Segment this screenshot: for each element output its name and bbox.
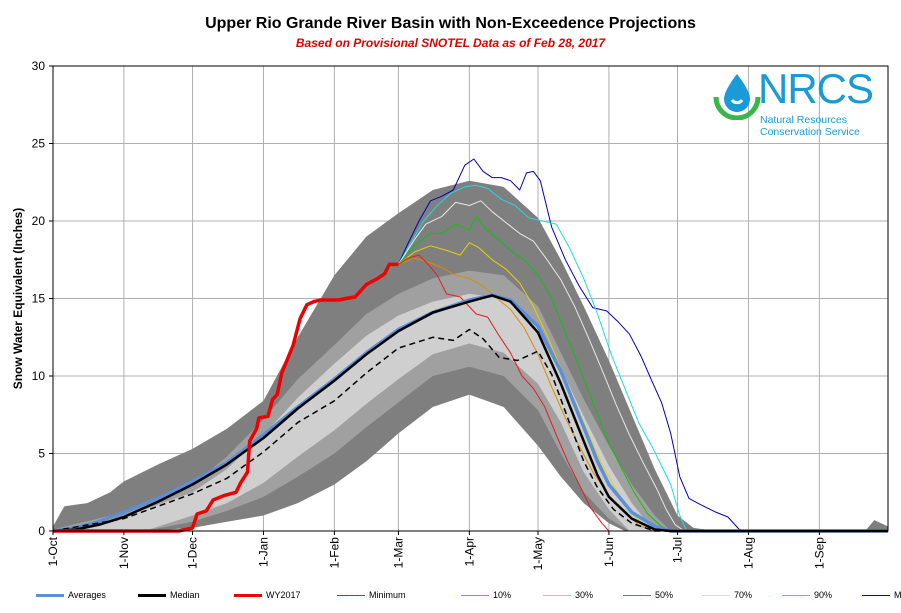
- series-line-median: [52, 294, 888, 533]
- y-axis-label: Snow Water Equivalent (Inches): [11, 208, 25, 390]
- x-tick-label: 1-Oct: [46, 536, 60, 566]
- logo-subtitle: Natural Resources Conservation Service: [760, 114, 860, 138]
- x-tick-label: 1-Sep: [812, 537, 826, 569]
- chart-legend: Averages Median WY2017 Minimum 10% 30% 50% 70% 9…: [36, 588, 901, 606]
- legend-swatch: [702, 594, 730, 596]
- legend-item: WY2017: [234, 590, 301, 600]
- x-tick-label: 1-Jan: [256, 537, 270, 567]
- legend-swatch: [138, 593, 166, 597]
- legend-label: 70%: [734, 590, 753, 600]
- x-tick-label: 1-Dec: [186, 537, 200, 569]
- y-tick-label: 20: [32, 214, 46, 228]
- legend-item: 10%: [461, 590, 511, 600]
- legend-label: Averages: [68, 590, 106, 600]
- legend-item: 50%: [623, 590, 673, 600]
- series-line-50-: [398, 215, 888, 532]
- logo-subtitle-line1: Natural Resources: [760, 114, 847, 126]
- series-line-minimum: [398, 254, 888, 532]
- legend-swatch: [862, 594, 890, 596]
- series-line-70-: [397, 200, 888, 532]
- series-line-wy2017-partial: [52, 328, 888, 532]
- legend-item: Median: [138, 590, 200, 600]
- legend-label: Minimum: [369, 590, 406, 600]
- y-tick-label: 15: [32, 292, 46, 306]
- legend-label: 50%: [655, 590, 674, 600]
- legend-swatch: [36, 593, 64, 597]
- series-line-wy2017: [53, 262, 399, 533]
- legend-swatch: [461, 594, 489, 596]
- x-tick-label: 1-May: [531, 537, 545, 570]
- series-line-maximum: [397, 158, 888, 532]
- y-tick-label: 25: [32, 137, 46, 151]
- logo-wordmark: NRCS: [758, 65, 874, 112]
- legend-label: 30%: [575, 590, 594, 600]
- legend-swatch: [543, 594, 571, 596]
- band-70-30-band: [53, 293, 888, 531]
- y-tick-label: 10: [32, 369, 46, 383]
- x-tick-label: 1-Jun: [602, 537, 616, 567]
- legend-swatch: [782, 594, 810, 596]
- logo-subtitle-line2: Conservation Service: [760, 126, 860, 138]
- legend-swatch: [623, 594, 651, 596]
- water-drop-icon: [713, 74, 761, 120]
- legend-item: 30%: [543, 590, 593, 600]
- legend-swatch: [337, 594, 365, 596]
- x-tick-label: 1-Apr: [462, 537, 476, 566]
- x-tick-label: 1-Jul: [671, 537, 685, 563]
- legend-swatch: [234, 593, 262, 597]
- legend-label: Maximum: [894, 590, 901, 600]
- legend-item: 70%: [702, 590, 752, 600]
- legend-label: WY2017: [266, 590, 301, 600]
- legend-item: Averages: [36, 590, 106, 600]
- x-tick-label: 1-Aug: [741, 537, 755, 569]
- legend-label: Median: [170, 590, 200, 600]
- series-line-90-: [397, 184, 888, 532]
- legend-item: 90%: [782, 590, 832, 600]
- y-tick-label: 30: [32, 59, 46, 73]
- x-tick-label: 1-Nov: [117, 537, 131, 569]
- legend-item: Maximum: [862, 590, 901, 600]
- y-tick-label: 5: [38, 447, 45, 461]
- legend-label: 10%: [493, 590, 512, 600]
- legend-label: 90%: [814, 590, 833, 600]
- chart-title: Upper Rio Grande River Basin with Non-Ex…: [205, 15, 696, 32]
- legend-item: Minimum: [337, 590, 406, 600]
- x-tick-label: 1-Mar: [391, 537, 405, 568]
- nrcs-logo: NRCS Natural Resources Conservation Serv…: [708, 66, 874, 146]
- chart-subtitle: Based on Provisional SNOTEL Data as of F…: [295, 36, 606, 50]
- x-tick-label: 1-Feb: [327, 537, 341, 569]
- y-tick-label: 0: [38, 524, 45, 538]
